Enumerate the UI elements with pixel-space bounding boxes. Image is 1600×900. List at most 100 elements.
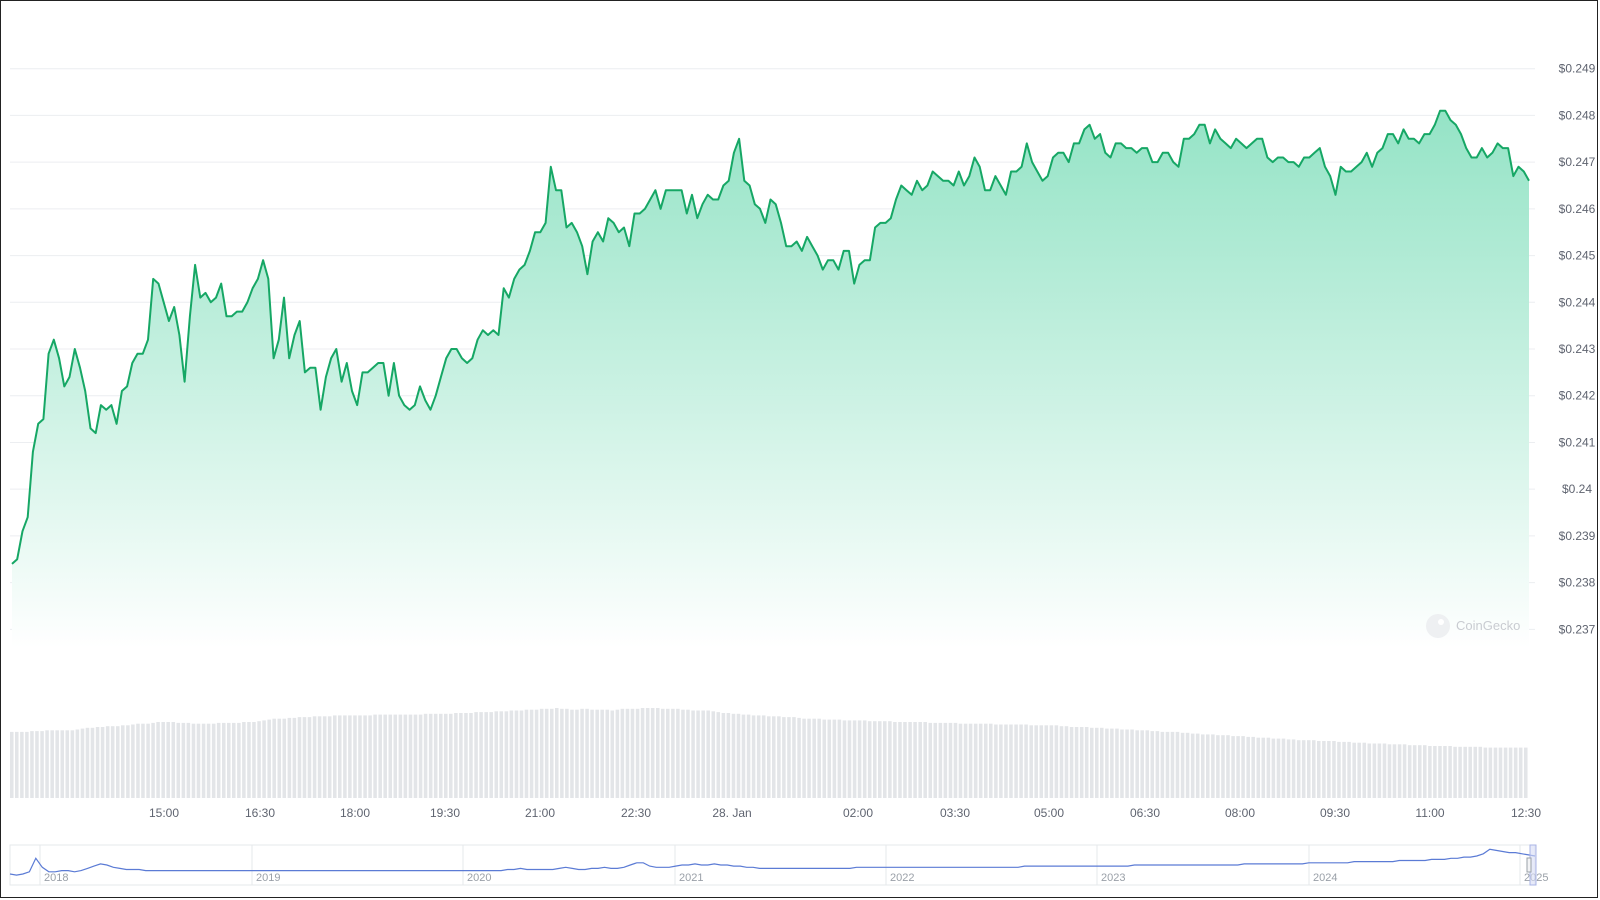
- volume-bar: [908, 722, 912, 798]
- volume-bar: [706, 710, 710, 798]
- volume-bar: [1145, 730, 1150, 798]
- price-line[interactable]: [11, 109, 1530, 565]
- price-area: [12, 110, 1529, 648]
- volume-bar: [1019, 724, 1023, 798]
- volume-bar: [494, 711, 499, 798]
- volume-bar: [746, 714, 751, 798]
- volume-bar: [539, 708, 544, 798]
- volume-bar: [237, 722, 241, 798]
- x-tick-label: 02:00: [843, 806, 873, 820]
- volume-bar: [756, 715, 761, 798]
- volume-bar: [1387, 744, 1392, 798]
- volume-bar: [1135, 730, 1139, 798]
- volume-bar: [65, 730, 70, 798]
- volume-bar: [287, 717, 292, 798]
- volume-bar: [312, 716, 317, 798]
- volume-bar: [282, 718, 287, 798]
- x-tick-label: 28. Jan: [712, 806, 751, 820]
- volume-bar: [55, 730, 59, 798]
- volume-bar: [322, 716, 327, 798]
- volume-bar: [327, 716, 332, 798]
- volume-bar: [1332, 741, 1336, 798]
- volume-bar: [70, 730, 75, 798]
- y-tick-label: $0.248: [1559, 108, 1596, 122]
- volume-bar: [797, 717, 801, 798]
- volume-bar: [650, 708, 655, 798]
- y-tick-label: $0.245: [1559, 249, 1596, 263]
- volume-bar: [893, 722, 897, 798]
- volume-bar: [353, 715, 357, 798]
- volume-bar: [625, 708, 630, 798]
- volume-bar: [1503, 747, 1508, 798]
- volume-bar: [963, 723, 968, 798]
- x-tick-label: 15:00: [149, 806, 179, 820]
- navigator-handle-left[interactable]: [1526, 857, 1532, 873]
- volume-bar: [1473, 746, 1478, 798]
- x-tick-label: 16:30: [245, 806, 275, 820]
- volume-bar: [1286, 739, 1291, 798]
- volume-bar: [1125, 729, 1129, 798]
- volume-bar: [40, 731, 44, 798]
- range-navigator[interactable]: 20182019202020212022202320242025: [9, 844, 1548, 886]
- volume-bar: [428, 713, 433, 798]
- volume-bar: [232, 722, 236, 798]
- volume-bar: [206, 723, 211, 798]
- volume-bar: [121, 725, 125, 798]
- volume-bar: [1185, 732, 1190, 798]
- volume-bar: [222, 722, 226, 798]
- volume-bar: [610, 710, 615, 798]
- volume-bar: [262, 720, 266, 798]
- volume-bar: [20, 731, 24, 798]
- volume-bar: [257, 721, 261, 798]
- volume-bar: [1412, 745, 1417, 798]
- volume-bar: [1059, 726, 1064, 798]
- volume-bar: [1377, 743, 1382, 798]
- x-tick-label: 05:00: [1034, 806, 1064, 820]
- volume-bar: [1453, 746, 1457, 798]
- navigator-tick-label: 2021: [679, 872, 703, 884]
- volume-bar: [1231, 736, 1235, 798]
- volume-bar: [1170, 731, 1175, 798]
- volume-bar: [883, 721, 887, 798]
- volume-bar: [1014, 724, 1018, 798]
- volume-bar: [10, 731, 14, 798]
- y-tick-label: $0.249: [1559, 62, 1596, 76]
- volume-bar: [580, 708, 584, 798]
- volume-bar: [1175, 731, 1180, 798]
- volume-bar: [464, 713, 468, 798]
- volume-bar: [842, 720, 847, 798]
- volume-bar: [999, 724, 1003, 798]
- volume-bar: [933, 722, 938, 798]
- volume-bar: [544, 708, 549, 798]
- volume-bar: [1463, 746, 1467, 798]
- volume-bar: [1372, 743, 1377, 798]
- volume-bar: [595, 709, 599, 798]
- volume-bar: [1347, 741, 1351, 798]
- volume-bar: [832, 719, 837, 798]
- x-tick-label: 03:30: [940, 806, 970, 820]
- volume-bar: [1140, 730, 1144, 798]
- volume-bar: [686, 709, 690, 798]
- navigator-tick-label: 2022: [890, 872, 914, 884]
- volume-bar: [216, 722, 221, 798]
- volume-bar: [1165, 731, 1170, 798]
- volume-bar: [15, 731, 19, 798]
- volume-bar: [1423, 745, 1427, 798]
- volume-bar: [898, 722, 902, 798]
- volume-bar: [423, 713, 428, 798]
- volume-bar: [1337, 741, 1341, 798]
- volume-bar: [504, 711, 509, 798]
- volume-bar: [252, 722, 256, 798]
- volume-bar: [105, 726, 110, 798]
- volume-bar: [777, 716, 781, 798]
- volume-bar: [1079, 727, 1084, 798]
- volume-bar: [782, 717, 786, 798]
- volume-bar: [1180, 732, 1185, 798]
- volume-bar: [1448, 746, 1452, 798]
- navigator-track: [9, 844, 1536, 886]
- volume-bar: [822, 719, 827, 798]
- volume-bar: [529, 709, 534, 798]
- y-tick-label: $0.247: [1559, 155, 1596, 169]
- x-tick-label: 18:00: [340, 806, 370, 820]
